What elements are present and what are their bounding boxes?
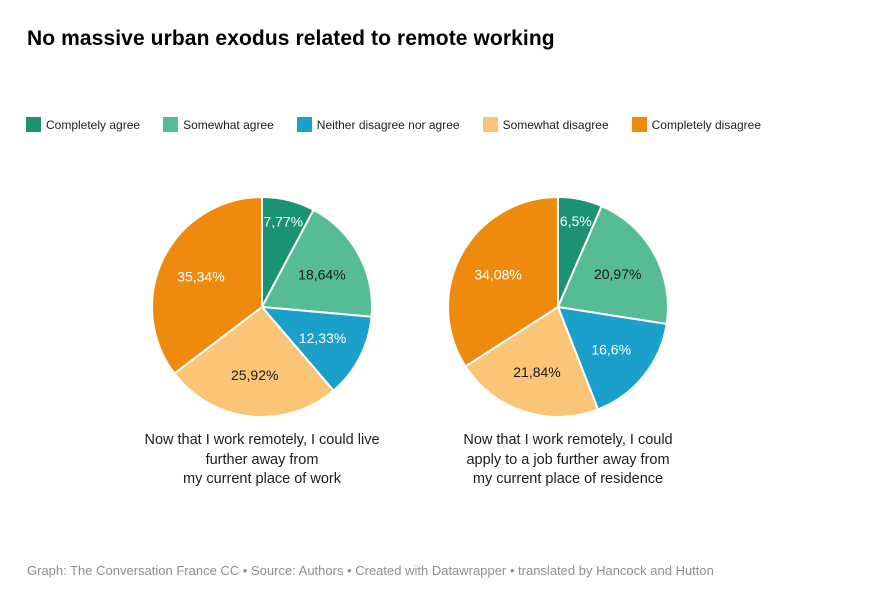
caption-line: my current place of work — [183, 471, 341, 487]
legend-item-completely-agree: Completely agree — [26, 116, 140, 132]
pie-value-label: 7,77% — [263, 214, 303, 230]
pie-slice-somewhat-agree — [557, 205, 670, 325]
caption-line: further away from — [205, 451, 319, 468]
legend-swatch-somewhat-disagree — [482, 116, 498, 132]
pie-caption-right: Now that I work remotely, I could apply … — [413, 431, 723, 490]
legend-label: Somewhat disagree — [502, 118, 609, 132]
caption-line: Now that I work remotely, I could live — [144, 432, 380, 448]
legend-item-completely-disagree: Completely disagree — [631, 116, 762, 132]
legend-item-somewhat-disagree: Somewhat disagree — [482, 116, 609, 132]
pie-value-label: 16,6% — [591, 342, 631, 358]
legend-label: Somewhat agree — [183, 118, 274, 132]
caption-line: Now that I work remotely, I could — [463, 432, 673, 448]
pie-value-label: 18,64% — [298, 267, 345, 283]
caption-line: apply to a job further away from — [466, 451, 670, 468]
pie-chart-live-further-away: 7,77% 18,64% 12,33% 25,92% 35,34% — [151, 196, 373, 418]
pie-value-label: 6,5% — [560, 213, 592, 229]
caption-line: my current place of residence — [472, 471, 664, 487]
legend-swatch-somewhat-agree — [163, 116, 179, 132]
pie-slice-somewhat-agree — [261, 208, 373, 318]
legend-swatch-neither — [296, 116, 312, 132]
legend: Completely agree Somewhat agree Neither … — [26, 116, 761, 132]
legend-label: Neither disagree nor agree — [316, 118, 460, 132]
legend-swatch-completely-agree — [26, 116, 41, 132]
pie-slice-somewhat-disagree — [464, 306, 600, 418]
pie-caption-left: Now that I work remotely, I could live f… — [107, 431, 417, 490]
pie-value-label: 12,33% — [299, 330, 346, 346]
pie-value-label: 25,92% — [231, 367, 278, 383]
legend-item-neither: Neither disagree nor agree — [296, 116, 460, 132]
pie-slice-neither-disagree-nor-agree — [557, 306, 668, 411]
pie-slice-completely-disagree — [447, 196, 559, 368]
pie-value-label: 35,34% — [177, 269, 224, 285]
attribution-line: Graph: The Conversation France CC • Sour… — [27, 563, 714, 578]
pie-chart-apply-further-away: 6,5% 20,97% 16,6% 21,84% 34,08% — [447, 196, 670, 418]
pie-value-label: 21,84% — [513, 364, 560, 380]
legend-label: Completely disagree — [651, 118, 762, 132]
legend-item-somewhat-agree: Somewhat agree — [163, 116, 274, 132]
legend-label: Completely agree — [46, 118, 141, 132]
chart-title: No massive urban exodus related to remot… — [27, 27, 555, 50]
pie-slice-somewhat-disagree — [173, 306, 335, 418]
pie-slice-neither-disagree-nor-agree — [261, 306, 373, 392]
legend-swatch-completely-disagree — [631, 116, 647, 132]
pie-slice-completely-disagree — [151, 196, 263, 375]
pie-value-label: 34,08% — [474, 266, 521, 282]
pie-value-label: 20,97% — [594, 266, 641, 282]
